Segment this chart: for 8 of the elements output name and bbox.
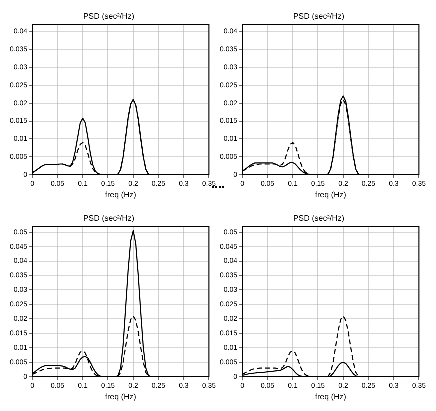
chart-title: PSD (sec²/Hz) <box>293 214 345 224</box>
x-axis-title: freq (Hz) <box>105 392 137 402</box>
x-axis-title: freq (Hz) <box>315 392 347 402</box>
chart-title: PSD (sec²/Hz) <box>83 214 135 224</box>
chart-title: PSD (sec²/Hz) <box>293 12 345 22</box>
x-axis-title: freq (Hz) <box>315 190 347 200</box>
chart-title: PSD (sec²/Hz) <box>83 12 135 22</box>
x-axis-title: freq (Hz) <box>105 190 137 200</box>
